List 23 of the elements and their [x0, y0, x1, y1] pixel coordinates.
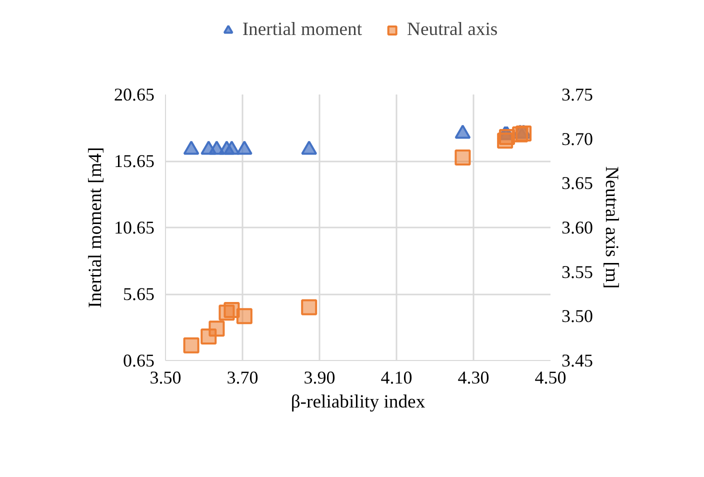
y2-tick-label: 3.55 — [562, 262, 593, 282]
y2-tick-label: 3.60 — [562, 218, 593, 238]
x-tick-label: 4.10 — [380, 368, 412, 388]
y2-tick-label: 3.70 — [562, 128, 593, 149]
x-tick-label: 3.90 — [304, 368, 336, 388]
y-tick-label: 5.65 — [123, 284, 154, 304]
legend-label: Neutral axis — [407, 19, 498, 41]
y-axis-title: Inertial moment [m4] — [85, 147, 106, 308]
x-axis-title: β-reliability index — [290, 392, 426, 412]
x-tick-label: 4.50 — [534, 368, 566, 388]
y-tick-label: 10.65 — [114, 218, 154, 238]
y2-tick-label: 3.75 — [562, 84, 593, 104]
y2-tick-label: 3.45 — [562, 350, 593, 370]
y-tick-label: 20.65 — [114, 84, 154, 104]
y-tick-label: 0.65 — [123, 350, 154, 370]
y2-tick-label: 3.65 — [562, 173, 593, 194]
y-tick-label: 15.65 — [114, 151, 154, 171]
x-tick-label: 3.50 — [150, 368, 182, 388]
y2-axis-title: Neutral axis [m] — [601, 166, 622, 289]
x-tick-label: 3.70 — [226, 368, 258, 388]
x-tick-label: 4.30 — [458, 368, 490, 388]
legend-label: Inertial moment — [242, 19, 362, 41]
y2-tick-label: 3.50 — [562, 306, 593, 326]
